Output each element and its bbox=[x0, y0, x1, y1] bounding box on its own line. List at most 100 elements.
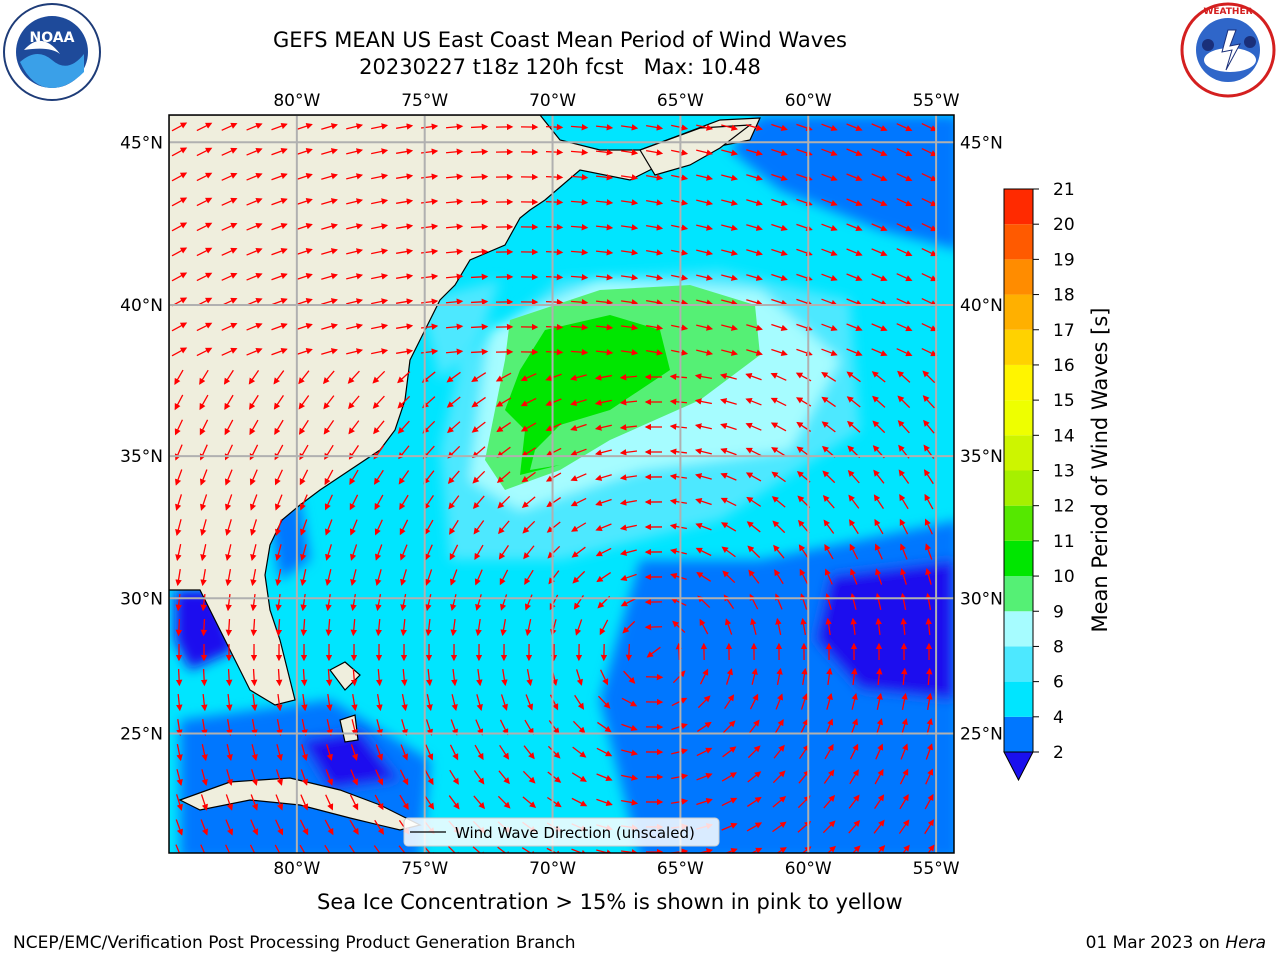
colorbar-segment bbox=[1004, 576, 1033, 612]
wave-direction-arrow bbox=[325, 794, 334, 811]
wave-direction-arrow bbox=[175, 544, 182, 562]
wave-direction-arrow bbox=[696, 798, 713, 806]
wave-direction-arrow bbox=[771, 198, 788, 206]
wave-direction-arrow bbox=[746, 796, 762, 807]
wave-direction-arrow bbox=[225, 494, 233, 511]
wave-direction-arrow bbox=[921, 172, 938, 182]
wave-direction-arrow bbox=[225, 569, 232, 587]
wave-direction-arrow bbox=[825, 617, 832, 636]
wave-direction-arrow bbox=[371, 198, 389, 205]
wave-direction-arrow bbox=[699, 618, 709, 635]
wave-direction-arrow bbox=[346, 123, 364, 130]
wave-direction-arrow bbox=[721, 124, 738, 131]
wave-direction-arrow bbox=[299, 844, 309, 853]
lat-label-right: 40°N bbox=[960, 296, 1003, 316]
wave-direction-arrow bbox=[171, 272, 188, 282]
wave-direction-arrow bbox=[221, 147, 238, 156]
wave-direction-arrow bbox=[922, 370, 936, 384]
wave-direction-arrow bbox=[720, 423, 737, 431]
wave-direction-arrow bbox=[619, 549, 637, 556]
wave-direction-arrow bbox=[849, 543, 859, 560]
wave-direction-arrow bbox=[595, 299, 614, 306]
wave-direction-arrow bbox=[300, 794, 309, 811]
wave-direction-arrow bbox=[276, 744, 283, 761]
wave-direction-arrow bbox=[396, 298, 414, 305]
wave-direction-arrow bbox=[721, 546, 736, 558]
wave-direction-arrow bbox=[321, 148, 338, 155]
wave-direction-arrow bbox=[499, 744, 510, 760]
wave-direction-arrow bbox=[273, 394, 284, 410]
wave-direction-arrow bbox=[196, 247, 213, 257]
wave-direction-arrow bbox=[671, 299, 689, 306]
wave-direction-arrow bbox=[775, 617, 782, 635]
wave-direction-arrow bbox=[826, 845, 836, 853]
wave-direction-arrow bbox=[201, 769, 208, 786]
wave-direction-arrow bbox=[396, 248, 414, 255]
wave-direction-arrow bbox=[825, 593, 832, 610]
wave-direction-arrow bbox=[772, 796, 787, 808]
wave-direction-arrow bbox=[646, 274, 664, 281]
wave-direction-arrow bbox=[246, 322, 263, 331]
wave-direction-arrow bbox=[476, 694, 483, 711]
noaa-logo: NOAA bbox=[2, 2, 102, 102]
wave-direction-arrow bbox=[301, 693, 308, 712]
wave-direction-arrow bbox=[896, 273, 913, 282]
wave-direction-arrow bbox=[275, 569, 282, 587]
wave-direction-arrow bbox=[874, 543, 883, 560]
colorbar-segment bbox=[1004, 329, 1033, 365]
wave-direction-arrow bbox=[852, 845, 861, 853]
wave-direction-arrow bbox=[798, 544, 810, 559]
lon-label-bottom: 60°W bbox=[785, 859, 832, 879]
wave-direction-arrow bbox=[696, 124, 714, 131]
wave-direction-arrow bbox=[821, 223, 838, 232]
wave-direction-arrow bbox=[449, 519, 459, 535]
wave-direction-arrow bbox=[771, 447, 787, 457]
wave-direction-arrow bbox=[196, 122, 213, 132]
wave-direction-arrow bbox=[871, 223, 888, 232]
wave-direction-arrow bbox=[772, 821, 787, 833]
wave-direction-arrow bbox=[721, 174, 738, 181]
wave-direction-arrow bbox=[672, 620, 686, 633]
wave-direction-arrow bbox=[750, 847, 763, 853]
wave-direction-arrow bbox=[821, 323, 838, 332]
wave-direction-arrow bbox=[226, 693, 233, 712]
wave-direction-arrow bbox=[326, 693, 333, 712]
wave-direction-arrow bbox=[250, 668, 258, 687]
wave-direction-arrow bbox=[595, 149, 614, 156]
wave-direction-arrow bbox=[221, 347, 238, 356]
wave-direction-arrow bbox=[201, 744, 208, 762]
wave-direction-arrow bbox=[621, 697, 638, 707]
wave-direction-arrow bbox=[619, 499, 637, 506]
wave-direction-arrow bbox=[625, 643, 633, 662]
wave-direction-arrow bbox=[446, 396, 461, 408]
wave-direction-arrow bbox=[721, 274, 738, 281]
wave-direction-arrow bbox=[821, 123, 838, 132]
wave-direction-arrow bbox=[746, 199, 763, 206]
wave-direction-arrow bbox=[545, 373, 562, 382]
wave-direction-arrow bbox=[671, 349, 689, 356]
wave-direction-arrow bbox=[376, 668, 383, 687]
lat-label-right: 35°N bbox=[960, 447, 1003, 467]
wave-direction-arrow bbox=[720, 522, 737, 532]
wave-direction-arrow bbox=[570, 198, 589, 206]
wave-direction-arrow bbox=[646, 124, 664, 131]
wave-direction-arrow bbox=[669, 373, 688, 380]
wave-direction-arrow bbox=[901, 692, 908, 710]
wave-direction-arrow bbox=[296, 273, 313, 281]
wave-direction-arrow bbox=[619, 524, 637, 531]
wave-direction-arrow bbox=[696, 274, 714, 281]
wave-direction-arrow bbox=[696, 299, 714, 306]
wave-direction-arrow bbox=[721, 822, 738, 831]
wave-direction-arrow bbox=[500, 619, 507, 637]
wave-direction-arrow bbox=[299, 519, 308, 536]
colorbar-segment bbox=[1004, 470, 1033, 506]
wave-direction-arrow bbox=[470, 298, 489, 306]
footer-machine: Hera bbox=[1225, 933, 1266, 953]
wave-direction-arrow bbox=[521, 847, 537, 853]
colorbar-segment bbox=[1004, 259, 1033, 295]
wave-direction-arrow bbox=[619, 449, 638, 456]
wave-direction-arrow bbox=[924, 793, 934, 810]
wave-direction-arrow bbox=[896, 248, 913, 257]
wave-direction-arrow bbox=[520, 373, 537, 382]
wave-direction-arrow bbox=[925, 592, 932, 610]
